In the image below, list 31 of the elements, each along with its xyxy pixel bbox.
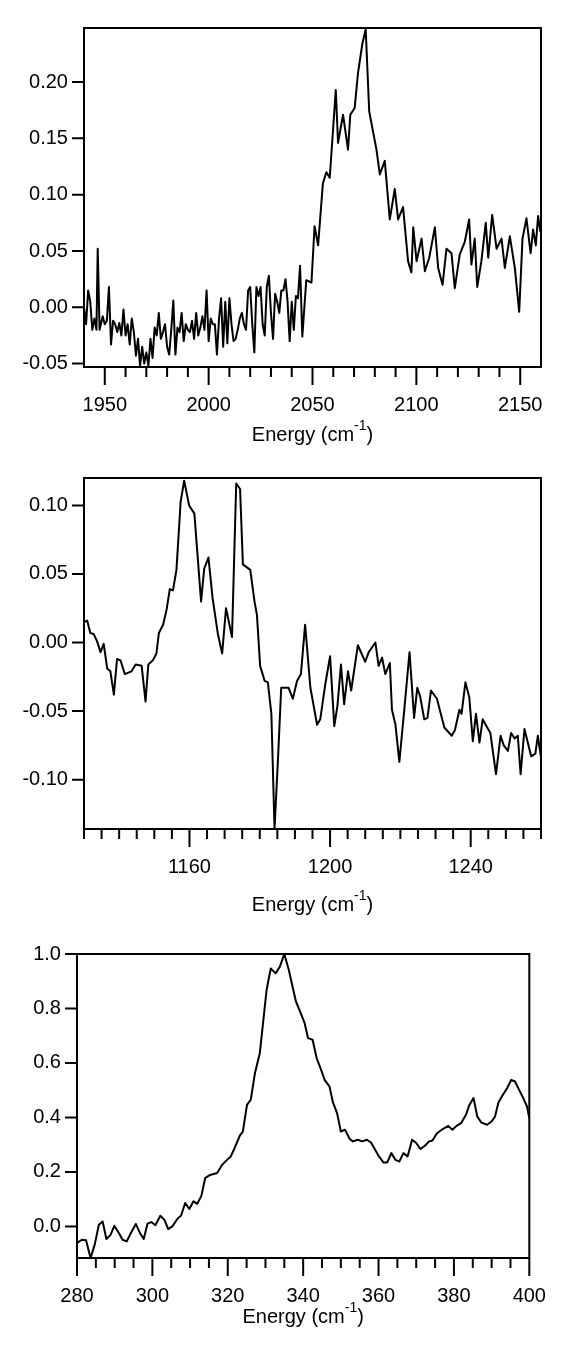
x-tick-label: 400	[512, 1283, 546, 1306]
x-tick-label: 2000	[186, 392, 231, 415]
x-tick-label: 380	[437, 1283, 471, 1306]
x-tick-label: 2050	[290, 392, 335, 415]
x-tick-label: 360	[361, 1283, 396, 1306]
y-tick-label: 1.0	[33, 941, 61, 964]
y-tick-label: 0.05	[29, 238, 68, 261]
x-tick-label: 2100	[394, 392, 439, 415]
y-tick-label: 0.0	[33, 1213, 61, 1236]
x-tick-label: 1950	[82, 392, 128, 415]
x-tick-label: 1240	[448, 854, 493, 877]
y-tick-label: 0.10	[29, 492, 68, 515]
y-tick-label: 0.05	[29, 561, 68, 584]
y-tick-label: 0.2	[33, 1159, 61, 1182]
y-tick-label: 0.6	[33, 1050, 61, 1073]
x-tick-label: 1160	[167, 854, 211, 877]
x-tick-label: 1200	[307, 854, 353, 877]
y-tick-label: -0.05	[22, 351, 68, 374]
y-tick-label: 0.20	[29, 69, 68, 92]
y-tick-label: 0.8	[33, 996, 61, 1018]
x-tick-label: 300	[135, 1283, 170, 1306]
x-tick-label: 2150	[497, 392, 543, 415]
y-tick-label: 0.00	[29, 630, 68, 653]
x-tick-label: 280	[60, 1283, 94, 1306]
x-tick-label: 320	[211, 1283, 245, 1306]
y-tick-label: -0.10	[22, 767, 68, 790]
y-tick-label: 0.4	[33, 1104, 61, 1127]
y-tick-label: 0.15	[29, 125, 68, 148]
y-tick-label: 0.10	[29, 182, 68, 205]
y-tick-label: -0.05	[22, 698, 68, 721]
y-tick-label: 0.00	[29, 294, 68, 317]
